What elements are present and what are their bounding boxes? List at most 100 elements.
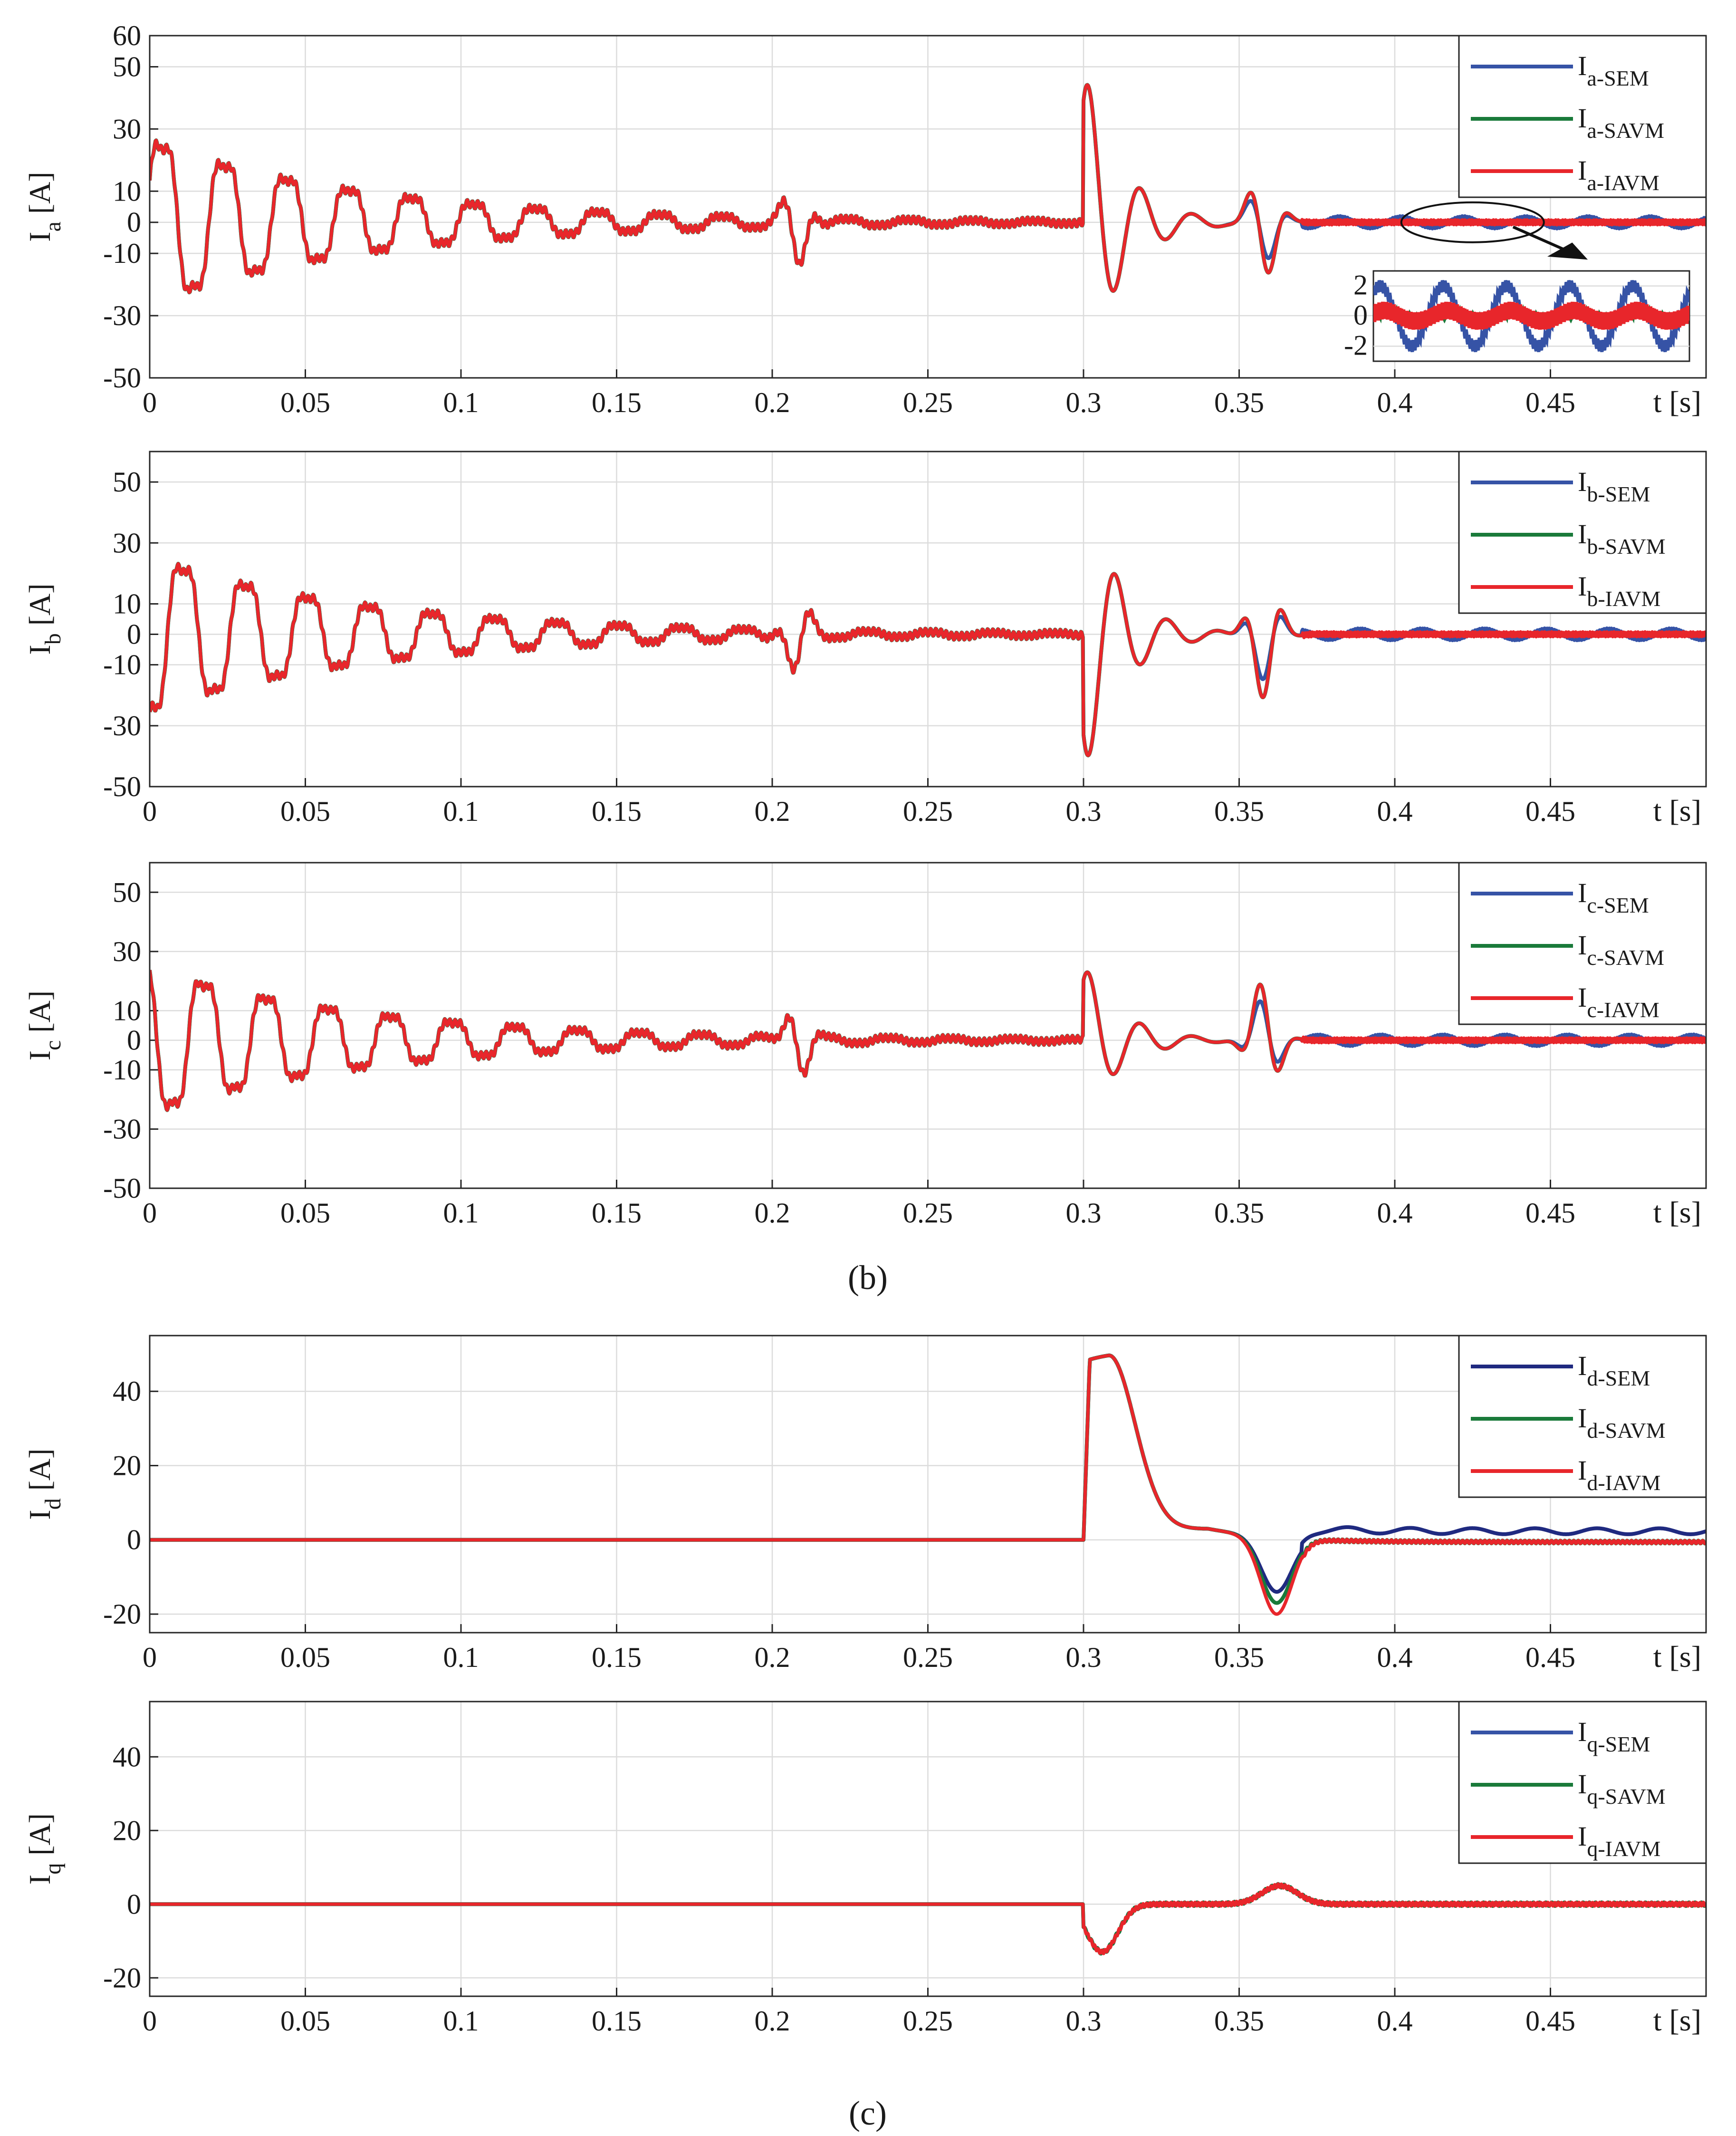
y-tick-label: 40 — [113, 1376, 141, 1407]
x-axis-label: t [s] — [1653, 1640, 1701, 1674]
y-axis-label: Ib [A] — [23, 583, 66, 654]
y-axis-label-unit: [A] — [23, 1813, 57, 1863]
y-tick-label: -30 — [103, 300, 141, 331]
y-tick-label: 0 — [127, 619, 141, 650]
x-tick-label: 0 — [143, 796, 157, 827]
legend-entry: Ib-IAVM — [1578, 571, 1660, 611]
x-tick-label: 0.3 — [1066, 796, 1102, 827]
plot-frame — [149, 451, 1707, 788]
caption-c: (c) — [849, 2094, 887, 2132]
y-axis-label-sub: b — [40, 633, 66, 645]
panel-id: 0 0.05 0.1 0.15 0.2 0.25 0.3 0.35 0.4 0.45-200204… — [23, 1335, 1707, 1674]
legend-entry-main: I — [1578, 466, 1587, 497]
x-axis-label: t [s] — [1653, 2003, 1701, 2037]
legend-entry-main: I — [1578, 930, 1587, 961]
x-tick-label: 0.2 — [755, 1197, 790, 1229]
x-tick-label: 0.15 — [592, 2005, 642, 2037]
series-line-a-IAVM — [150, 83, 1706, 294]
legend-entry-sub: q-SEM — [1587, 1732, 1650, 1756]
y-tick-label: 20 — [113, 1815, 141, 1846]
y-tick-label: -50 — [103, 1173, 141, 1204]
legend-entry: Ia-SAVM — [1578, 103, 1664, 143]
legend-entry-main: I — [1578, 1716, 1587, 1747]
legend-entry-sub: d-SAVM — [1587, 1418, 1665, 1443]
x-tick-label: 0.45 — [1525, 1197, 1575, 1229]
y-tick-label: 10 — [113, 175, 141, 207]
x-tick-label: 0.05 — [280, 387, 330, 418]
y-tick-label: 40 — [113, 1741, 141, 1772]
x-tick-label: 0.1 — [443, 2005, 479, 2037]
legend-entry-sub: q-IAVM — [1587, 1837, 1660, 1861]
x-tick-label: 0.1 — [443, 387, 479, 418]
y-tick-label: 50 — [113, 51, 141, 82]
y-tick-label: 0 — [127, 207, 141, 238]
x-tick-label: 0.05 — [280, 796, 330, 827]
x-tick-label: 0.3 — [1066, 1642, 1102, 1673]
x-tick-label: 0.45 — [1525, 1642, 1575, 1673]
legend-entry-sub: b-SAVM — [1587, 534, 1665, 558]
x-tick-label: 0.25 — [903, 1197, 953, 1229]
y-tick-label: 30 — [113, 113, 141, 144]
legend-entry: Ia-SEM — [1578, 50, 1649, 90]
panel-ia: 0 0.05 0.1 0.15 0.2 0.25 0.3 0.35 0.4 0.45 -50 -30 -… — [23, 20, 1707, 419]
x-axis-label: t [s] — [1653, 385, 1701, 419]
series-line-b-IAVM — [150, 562, 1706, 757]
legend: Iq-SEM Iq-SAVM Iq-IAVM — [1458, 1701, 1707, 1864]
y-tick-label: -20 — [103, 1598, 141, 1630]
zoom-arrow — [1512, 225, 1567, 252]
x-tick-label: 0.05 — [280, 1197, 330, 1229]
y-tick-label: 10 — [113, 588, 141, 619]
legend-entry: Ia-IAVM — [1578, 155, 1659, 195]
plot-frame — [149, 35, 1707, 379]
legend-entry-main: I — [1578, 1821, 1587, 1852]
y-tick-label: -10 — [103, 238, 141, 269]
legend-entry-main: I — [1578, 571, 1587, 602]
y-tick-label: 50 — [113, 466, 141, 498]
x-tick-label: 0.2 — [755, 387, 790, 418]
legend-entry-main: I — [1578, 1350, 1587, 1381]
legend-entry-sub: d-SEM — [1587, 1366, 1650, 1390]
x-tick-label: 0.45 — [1525, 2005, 1575, 2037]
legend-entry-sub: c-SAVM — [1587, 945, 1664, 970]
y-axis-label: Id [A] — [23, 1448, 66, 1520]
legend-entry: Iq-IAVM — [1578, 1821, 1660, 1861]
y-axis-label-sub: c — [40, 1040, 66, 1050]
legend-entry: Iq-SAVM — [1578, 1769, 1666, 1809]
x-tick-label: 0.15 — [592, 1642, 642, 1673]
zoom-arrowhead — [1547, 242, 1588, 260]
inset-y-tick-label: -2 — [1344, 329, 1368, 361]
y-tick-label: -50 — [103, 771, 141, 802]
x-tick-label: 0 — [143, 1642, 157, 1673]
y-tick-label: -30 — [103, 710, 141, 741]
y-axis-label-sub: q — [40, 1863, 66, 1875]
y-tick-label: -10 — [103, 1054, 141, 1086]
series-line-q-IAVM — [150, 1882, 1706, 1955]
y-axis-label-main: I — [23, 1875, 57, 1885]
x-tick-label: 0.1 — [443, 1642, 479, 1673]
x-tick-label: 0.35 — [1214, 1197, 1264, 1229]
y-tick-label: -10 — [103, 649, 141, 681]
y-tick-label: -50 — [103, 362, 141, 394]
legend-entry-main: I — [1578, 1403, 1587, 1434]
legend-entry-main: I — [1578, 155, 1587, 186]
y-tick-label: 0 — [127, 1025, 141, 1056]
y-axis-label-main: I — [23, 1510, 57, 1520]
plot-frame — [149, 862, 1707, 1189]
x-tick-label: 0.3 — [1066, 2005, 1102, 2037]
caption-b: (b) — [848, 1259, 888, 1297]
series-line-c-IAVM — [150, 970, 1706, 1112]
y-axis-label-unit: [A] — [23, 991, 57, 1040]
inset-y-tick-label: 2 — [1353, 269, 1368, 301]
x-tick-label: 0.1 — [443, 1197, 479, 1229]
y-tick-label: -30 — [103, 1113, 141, 1145]
legend-entry-sub: a-SEM — [1587, 66, 1649, 90]
x-tick-label: 0 — [143, 1197, 157, 1229]
x-tick-label: 0.05 — [280, 1642, 330, 1673]
x-tick-label: 0.25 — [903, 1642, 953, 1673]
x-tick-label: 0.45 — [1525, 387, 1575, 418]
legend: Ia-SEM Ia-SAVM Ia-IAVM — [1458, 35, 1707, 198]
x-tick-label: 0.3 — [1066, 1197, 1102, 1229]
y-axis-label-unit: [A] — [23, 1448, 57, 1498]
legend-entry: Id-IAVM — [1578, 1455, 1660, 1495]
x-tick-label: 0.25 — [903, 2005, 953, 2037]
